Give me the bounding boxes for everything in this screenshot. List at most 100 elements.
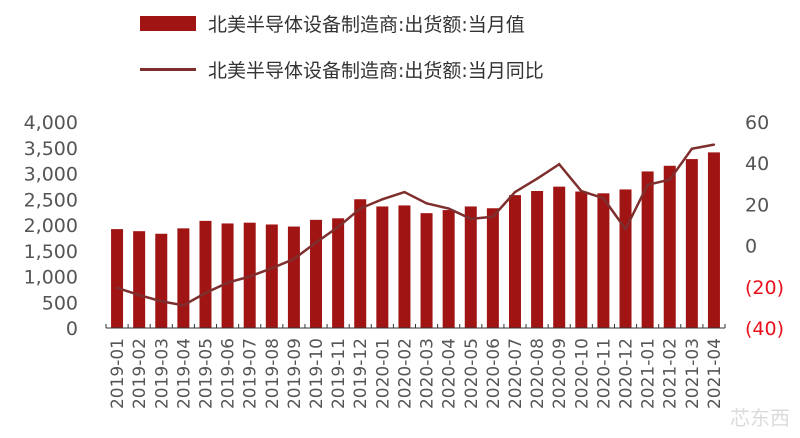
bar-2019-02 [133, 231, 146, 328]
yoy-point-2021-03 [690, 147, 694, 150]
left-tick-label: 0 [66, 318, 78, 340]
bar-2021-04 [707, 152, 720, 328]
x-tick-label: 2019-10 [307, 338, 327, 409]
bar-2019-08 [265, 224, 278, 328]
yoy-point-2020-12 [624, 227, 627, 231]
yoy-point-2021-02 [668, 178, 671, 181]
yoy-point-2020-07 [513, 190, 517, 194]
yoy-point-2021-04 [712, 143, 716, 146]
x-tick-label: 2019-12 [351, 338, 371, 409]
bar-2019-11 [332, 218, 345, 328]
bar-2020-05 [464, 206, 477, 328]
bar-2021-03 [685, 159, 698, 328]
x-tick-label: 2020-04 [440, 338, 460, 409]
right-tick-label: (20) [745, 277, 784, 299]
yoy-point-2019-05 [204, 291, 207, 295]
right-tick-label: 60 [745, 112, 769, 134]
x-tick-label: 2019-03 [152, 338, 172, 409]
right-tick-label: 20 [745, 194, 769, 216]
x-tick-label: 2020-10 [572, 338, 592, 409]
bar-2019-01 [111, 229, 124, 328]
left-tick-label: 1,500 [24, 241, 78, 263]
bar-2020-07 [508, 195, 521, 328]
x-tick-label: 2020-09 [550, 338, 570, 409]
bar-2021-02 [663, 165, 676, 328]
yoy-point-2020-03 [425, 202, 428, 205]
yoy-point-2019-06 [226, 281, 229, 284]
bar-2020-12 [619, 189, 632, 328]
legend-label-line: 北美半导体设备制造商:出货额:当月同比 [208, 60, 544, 82]
x-tick-label: 2020-08 [528, 338, 548, 409]
left-tick-label: 2,000 [24, 215, 78, 237]
yoy-point-2020-08 [535, 177, 539, 180]
legend-item-line: 北美半导体设备制造商:出货额:当月同比 [140, 56, 544, 83]
x-tick-label: 2019-09 [285, 338, 305, 409]
watermark-logo: 芯东西 [730, 406, 790, 430]
x-tick-label: 2020-03 [418, 338, 438, 409]
x-tick-label: 2021-01 [639, 338, 659, 409]
x-tick-label: 2019-02 [130, 338, 150, 409]
yoy-point-2020-06 [491, 215, 495, 218]
right-tick-label: 40 [745, 153, 769, 175]
bar-2021-01 [641, 171, 654, 328]
bar-2020-10 [575, 191, 588, 328]
yoy-point-2020-11 [602, 197, 605, 200]
yoy-point-2020-05 [469, 217, 472, 221]
x-tick-label: 2019-11 [329, 338, 349, 409]
bar-2020-08 [531, 191, 544, 328]
x-tick-label: 2021-02 [661, 338, 681, 409]
yoy-point-2019-11 [336, 225, 340, 229]
x-tick-label: 2019-01 [108, 338, 128, 409]
legend-swatch-line [140, 68, 196, 71]
bar-2019-10 [310, 219, 323, 328]
x-tick-label: 2021-04 [705, 338, 725, 409]
yoy-point-2019-09 [292, 257, 296, 261]
left-tick-label: 3,500 [24, 138, 78, 160]
bar-2019-04 [177, 228, 190, 328]
x-tick-label: 2020-07 [506, 338, 526, 409]
bar-2019-03 [155, 233, 168, 328]
bar-2020-02 [398, 205, 411, 328]
bar-2020-09 [553, 186, 566, 328]
bar-2020-03 [420, 213, 433, 328]
yoy-point-2020-10 [580, 189, 583, 193]
yoy-point-2019-01 [115, 286, 119, 290]
yoy-point-2020-01 [381, 198, 384, 201]
yoy-point-2019-07 [248, 275, 251, 278]
x-tick-label: 2019-04 [174, 338, 194, 409]
bar-2020-01 [376, 206, 389, 328]
yoy-line [116, 143, 715, 307]
x-tick-label: 2020-01 [373, 338, 393, 409]
yoy-point-2019-02 [137, 293, 141, 297]
bar-2019-06 [221, 223, 234, 328]
yoy-point-2019-03 [160, 300, 163, 303]
bar-2020-06 [486, 208, 499, 328]
x-tick-label: 2019-08 [263, 338, 283, 409]
x-tick-label: 2020-06 [484, 338, 504, 409]
legend-swatch-bar [140, 16, 196, 31]
yoy-point-2020-04 [447, 207, 450, 210]
x-tick-label: 2020-02 [395, 338, 415, 409]
x-tick-label: 2019-06 [219, 338, 239, 409]
bar-2019-12 [354, 199, 367, 328]
bar-2020-04 [442, 210, 455, 328]
bar-2019-05 [199, 220, 212, 328]
legend-label-bar: 北美半导体设备制造商:出货额:当月值 [208, 14, 525, 36]
left-tick-label: 1,000 [24, 267, 78, 289]
yoy-point-2019-12 [359, 207, 362, 210]
x-tick-label: 2020-05 [462, 338, 482, 409]
yoy-point-2020-09 [557, 163, 561, 166]
bar-2020-11 [597, 193, 610, 328]
yoy-point-2019-04 [182, 304, 185, 307]
yoy-point-2019-08 [270, 267, 274, 270]
yoy-point-2021-01 [646, 183, 649, 187]
left-tick-label: 4,000 [24, 112, 78, 134]
x-tick-label: 2020-12 [617, 338, 637, 409]
x-tick-label: 2020-11 [594, 338, 614, 409]
legend-item-bar: 北美半导体设备制造商:出货额:当月值 [140, 10, 525, 37]
x-tick-label: 2019-05 [196, 338, 216, 409]
yoy-point-2020-02 [403, 190, 406, 194]
left-tick-label: 2,500 [24, 189, 78, 211]
